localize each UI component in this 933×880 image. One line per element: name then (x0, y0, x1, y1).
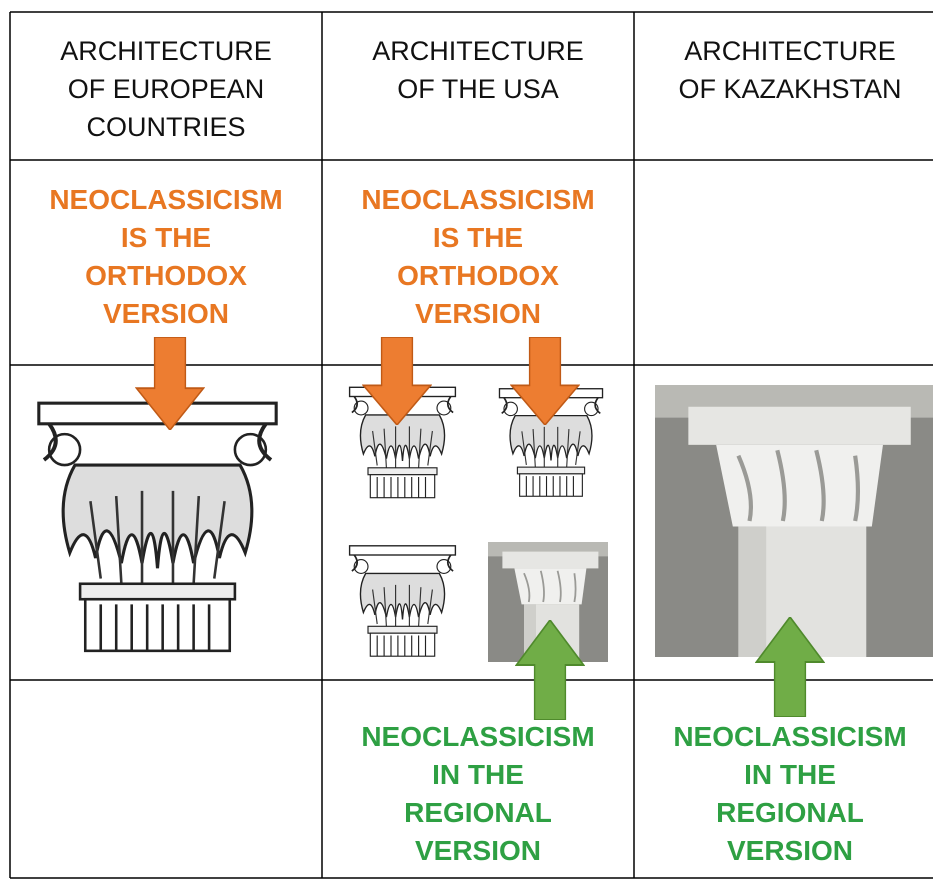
orthodox-label: IS THE (120, 222, 212, 253)
orthodox-label: ORTHODOX (397, 260, 559, 291)
orthodox-label: NEOCLASSICISM (49, 184, 283, 215)
orthodox-label: NEOCLASSICISM (361, 184, 595, 215)
column-header: ARCHITECTURE (60, 36, 272, 66)
regional-label: NEOCLASSICISM (673, 721, 907, 752)
regional-label: IN THE (432, 759, 524, 790)
regional-label: IN THE (744, 759, 836, 790)
engraving (348, 544, 457, 658)
orthodox-label: VERSION (414, 298, 542, 329)
regional-label: REGIONAL (404, 797, 552, 828)
column-header: ARCHITECTURE (372, 36, 584, 66)
column-header: OF EUROPEAN (67, 74, 265, 104)
column-header: COUNTRIES (86, 112, 246, 142)
orthodox-label: VERSION (102, 298, 230, 329)
regional-label: NEOCLASSICISM (361, 721, 595, 752)
column-header: ARCHITECTURE (684, 36, 896, 66)
orthodox-label: IS THE (432, 222, 524, 253)
regional-label: REGIONAL (716, 797, 864, 828)
engraving (39, 403, 276, 651)
orange-arrow (135, 337, 205, 430)
orange-arrow (362, 337, 432, 425)
column-header: OF THE USA (397, 74, 559, 104)
orange-arrow (510, 337, 580, 425)
orthodox-label: ORTHODOX (85, 260, 247, 291)
regional-label: VERSION (726, 835, 854, 866)
column-header: OF KAZAKHSTAN (678, 74, 902, 104)
regional-label: VERSION (414, 835, 542, 866)
photo (655, 385, 933, 657)
